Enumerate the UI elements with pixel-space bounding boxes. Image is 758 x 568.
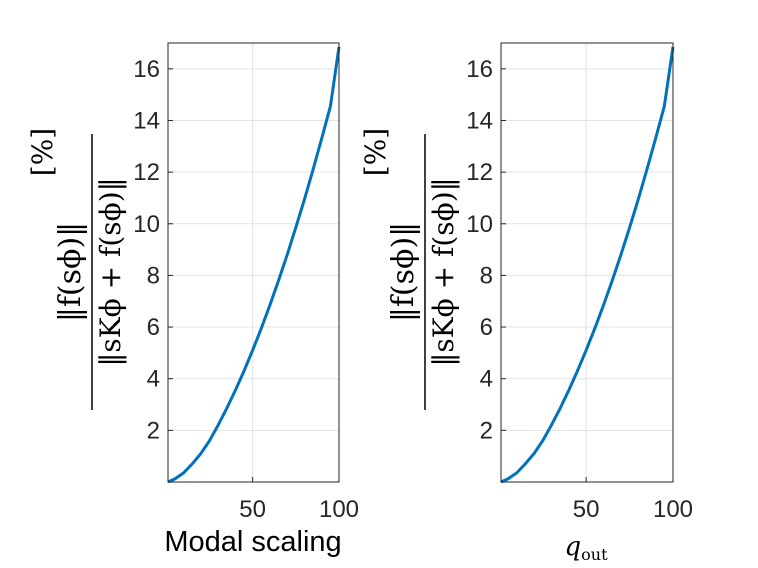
y-tick-label: 10 [466,211,493,238]
left-subplot: 2 4 6 8 10 12 14 16 50 100 Modal scaling ‖f(sϕ)‖… [26,42,359,558]
y-tick-label: 12 [466,159,493,186]
right-subplot: 2 4 6 8 10 12 14 16 50 100 qout ‖f(sϕ)‖ ‖sKϕ + f… [359,42,693,564]
right-ylabel-denominator: ‖sKϕ + f(sϕ)‖ [427,177,460,366]
y-tick-label: 12 [133,159,160,186]
right-xlabel-subscript: out [581,545,608,564]
y-tick-label: 8 [480,262,493,289]
y-tick-label: 2 [147,417,160,444]
y-tick-label: 8 [147,262,160,289]
x-tick-label: 100 [319,496,359,523]
y-tick-label: 14 [466,107,493,134]
left-ylabel-numerator: ‖f(sϕ)‖ [53,222,88,322]
right-x-ticks: 50 100 [573,477,693,523]
right-ylabel-unit: [%] [359,128,392,176]
x-tick-label: 100 [653,496,693,523]
left-ylabel-denominator: ‖sKϕ + f(sϕ)‖ [94,177,127,366]
left-xlabel: Modal scaling [164,526,341,558]
right-axes-frame [500,42,674,483]
y-tick-label: 16 [133,56,160,83]
y-tick-label: 6 [147,314,160,341]
left-axes-frame [167,42,340,483]
right-ylabel-numerator: ‖f(sϕ)‖ [386,222,421,322]
left-series-line [167,46,341,484]
x-tick-label: 50 [239,496,266,523]
right-xlabel: qout [564,532,608,564]
left-x-ticks: 50 100 [239,477,359,523]
y-tick-label: 14 [133,107,160,134]
y-tick-label: 6 [480,314,493,341]
right-plot-area [501,43,673,482]
left-y-ticks: 2 4 6 8 10 12 14 16 [133,56,173,444]
y-tick-label: 2 [480,417,493,444]
y-tick-label: 16 [466,56,493,83]
right-series-line [500,46,675,484]
x-tick-label: 50 [573,496,600,523]
right-ylabel: ‖f(sϕ)‖ ‖sKϕ + f(sϕ)‖ [%] [359,128,460,410]
left-ylabel: ‖f(sϕ)‖ ‖sKϕ + f(sϕ)‖ [%] [26,128,127,410]
left-ylabel-unit: [%] [26,128,59,176]
left-plot-area [168,43,339,482]
y-tick-label: 4 [147,366,160,393]
y-tick-label: 10 [133,211,160,238]
y-tick-label: 4 [480,366,493,393]
right-y-ticks: 2 4 6 8 10 12 14 16 [466,56,506,444]
